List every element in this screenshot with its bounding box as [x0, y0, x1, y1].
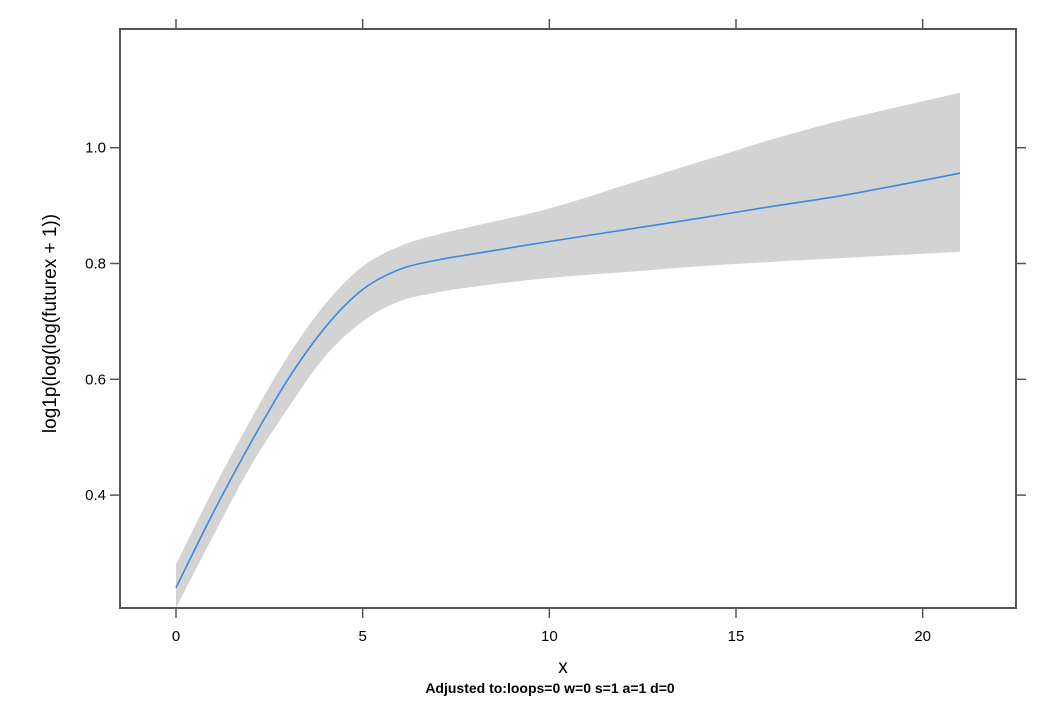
x-tick-label: 15: [728, 628, 745, 645]
x-tick-label: 5: [358, 628, 366, 645]
y-tick-label: 0.6: [85, 371, 106, 388]
x-tick-label: 10: [541, 628, 558, 645]
y-tick-label: 0.8: [85, 255, 106, 272]
adjustment-subtitle: Adjusted to:loops=0 w=0 s=1 a=1 d=0: [425, 680, 675, 696]
fit-line-layer: [175, 172, 961, 589]
fit-line: [175, 172, 961, 589]
x-tick-label: 0: [172, 628, 180, 645]
y-tick-label: 0.4: [85, 487, 106, 504]
x-axis-title: x: [558, 657, 568, 678]
confidence-band: [176, 92, 960, 608]
plot-frame: [119, 28, 1017, 609]
y-tick-label: 1.0: [85, 140, 106, 157]
confidence-band-layer: [176, 92, 960, 608]
axis-ticks: 0 5 10 15 20 0.4 0.6 0.8 1.0: [85, 19, 1026, 645]
y-axis-title: log1p(log(log(futurex + 1)): [40, 214, 61, 433]
x-tick-label: 20: [914, 628, 931, 645]
